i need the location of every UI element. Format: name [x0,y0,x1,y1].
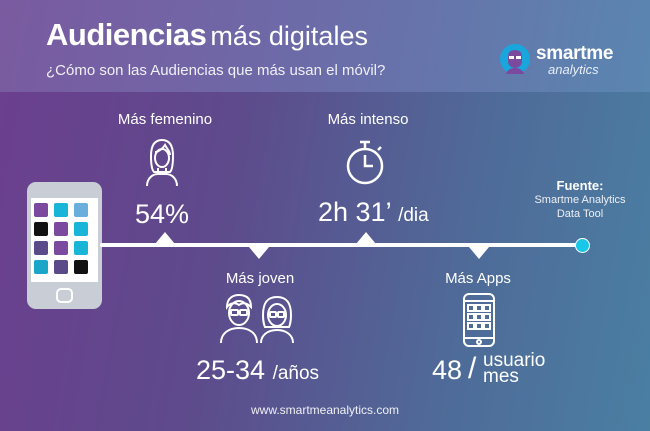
young-label: Más joven [225,270,295,287]
page-title: Audiencias más digitales [46,17,368,53]
logo-face-icon [500,44,530,74]
apps-unit-bottom: mes [483,366,519,387]
intense-value-row: 2h 31’ /dia [318,197,429,228]
feminine-label: Más femenino [117,111,213,128]
young-unit: /años [272,363,320,384]
source-line-1: Smartme Analytics [534,194,626,206]
apps-label: Más Apps [445,270,511,287]
intense-value: 2h 31’ [318,197,391,227]
source-line-2: Data Tool [556,208,604,220]
marker-young [249,247,269,259]
timeline-end-dot [575,238,590,253]
title-light: más digitales [210,21,368,51]
young-couple-icon [220,293,294,344]
marker-intense [356,232,376,244]
apps-slash: / [468,352,477,385]
timeline-line [100,243,584,247]
woman-icon [146,138,178,187]
apps-unit-top: usuario [483,350,546,371]
logo-name: smartme [536,43,614,64]
apps-value: 48 [432,355,463,385]
smartphone-apps-icon [463,293,495,347]
feminine-value: 54% [135,199,190,229]
source-title: Fuente: [556,178,604,193]
marker-apps [469,247,489,259]
logo-subtitle: analytics [548,62,599,77]
header-band [0,0,650,92]
source-note: Fuente: Smartme Analytics Data Tool [515,178,645,221]
young-value: 25-34 [196,355,266,385]
smartphone-illustration [27,182,102,309]
stopwatch-icon [346,140,384,185]
marker-feminine [155,232,175,244]
young-value-row: 25-34 /años [196,355,319,386]
title-bold: Audiencias [46,17,207,52]
intense-label: Más intenso [327,111,409,128]
apps-unit: usuario mes [483,350,546,387]
intense-unit: /dia [398,205,429,226]
page-subtitle: ¿Cómo son las Audiencias que más usan el… [46,62,386,79]
footer-url[interactable]: www.smartmeanalytics.com [250,403,400,417]
